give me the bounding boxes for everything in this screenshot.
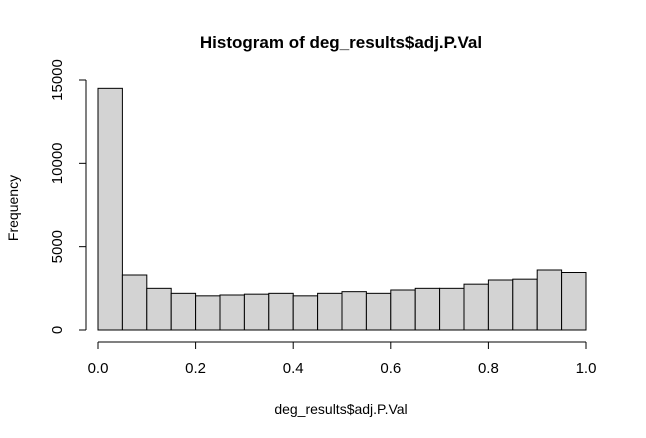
histogram-bar xyxy=(414,287,441,331)
y-tick-label: 5000 xyxy=(49,230,66,263)
histogram-bar xyxy=(170,292,197,331)
bars-group xyxy=(97,87,587,331)
y-axis-label: Frequency xyxy=(5,175,21,241)
x-axis: 0.0 0.2 0.4 0.6 0.8 1.0 xyxy=(88,341,597,377)
x-tick-label: 0.8 xyxy=(478,360,499,377)
histogram-bar xyxy=(317,292,343,331)
histogram-bar xyxy=(146,287,172,331)
y-tick-label: 10000 xyxy=(49,142,66,184)
y-tick-label: 0 xyxy=(49,326,66,334)
x-tick-label: 0.0 xyxy=(88,360,109,377)
x-tick-label: 0.6 xyxy=(380,360,401,377)
histogram-bar xyxy=(439,287,465,331)
histogram-bar xyxy=(195,295,221,331)
histogram-bar xyxy=(121,274,148,331)
x-axis-label: deg_results$adj.P.Val xyxy=(274,401,407,417)
histogram-bar xyxy=(463,283,489,331)
histogram-bar xyxy=(487,279,514,331)
histogram-bar xyxy=(219,294,245,331)
x-tick-label: 1.0 xyxy=(576,360,597,377)
y-axis: 0 5000 10000 15000 xyxy=(49,59,87,334)
chart-title: Histogram of deg_results$adj.P.Val xyxy=(200,33,482,52)
histogram-bar xyxy=(390,289,416,331)
histogram-bar xyxy=(292,295,319,331)
histogram-bar xyxy=(243,293,270,331)
histogram-bar xyxy=(341,291,367,331)
y-tick-label: 15000 xyxy=(49,59,66,101)
histogram-bar xyxy=(365,292,392,331)
histogram-bar xyxy=(97,87,123,331)
histogram-bar xyxy=(512,278,538,331)
x-tick-label: 0.4 xyxy=(283,360,304,377)
histogram-bar xyxy=(268,292,294,331)
histogram-bar xyxy=(561,272,587,331)
histogram-bar xyxy=(536,269,563,331)
x-tick-label: 0.2 xyxy=(185,360,206,377)
